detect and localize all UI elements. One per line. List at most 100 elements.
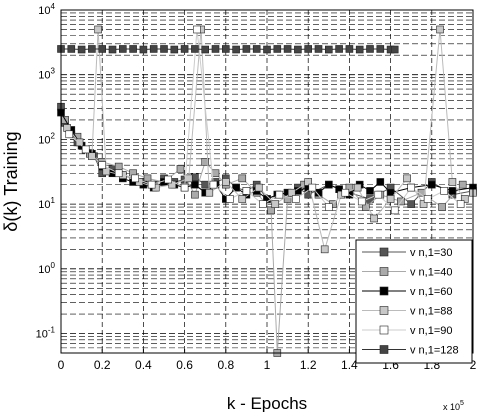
x-tick-label: 0.8 (217, 358, 234, 372)
data-point (440, 187, 448, 195)
data-point (287, 188, 296, 197)
legend-label: v n,1=90 (410, 325, 453, 337)
series-5 (65, 25, 465, 215)
data-point (254, 183, 263, 192)
data-point (427, 180, 436, 189)
data-point (304, 178, 313, 186)
data-point (448, 187, 457, 195)
data-point (275, 190, 284, 199)
data-point (98, 45, 106, 53)
data-point (390, 206, 399, 215)
data-point (341, 188, 350, 197)
x-tick-label: 1 (264, 358, 271, 372)
data-point (170, 45, 179, 54)
data-point (211, 45, 220, 53)
data-point (201, 45, 209, 54)
data-point (448, 178, 457, 186)
y-tick-label: 100 (38, 261, 55, 276)
data-point (324, 203, 333, 211)
x-tick-label: 0.4 (135, 358, 152, 372)
data-point (65, 130, 74, 139)
legend-item: v n,1=128 (362, 345, 459, 357)
data-point (139, 45, 148, 54)
data-point (366, 187, 374, 195)
data-point (357, 197, 366, 206)
y-tick-label: 102 (38, 131, 55, 146)
data-point (386, 195, 395, 203)
x-tick-label: 1.2 (300, 358, 317, 372)
x-tick-label: 0.6 (176, 358, 193, 372)
y-tick-label: 10-1 (36, 326, 56, 341)
data-point (390, 45, 399, 54)
legend-marker (379, 306, 389, 315)
legend-marker (379, 325, 389, 335)
data-point (460, 195, 469, 203)
data-point (81, 145, 90, 154)
data-point (184, 174, 193, 183)
data-point (232, 183, 240, 192)
legend-marker (379, 345, 389, 354)
x-tick-label: 1.4 (341, 358, 358, 372)
legend-label: v n,1=128 (410, 345, 459, 357)
data-point (314, 188, 323, 197)
y-axis-label: δ(k) Training (1, 131, 21, 231)
data-point (201, 158, 209, 166)
data-point (283, 45, 292, 53)
data-point (376, 178, 385, 186)
data-point (147, 180, 156, 189)
legend-item: v n,1=40 (362, 267, 453, 279)
data-point (143, 174, 152, 183)
data-point (77, 45, 86, 54)
data-point (423, 195, 432, 203)
data-point (211, 169, 220, 178)
data-point (232, 45, 240, 54)
data-point (436, 25, 444, 34)
legend-marker (379, 247, 389, 257)
data-point (242, 187, 251, 195)
data-point (180, 45, 189, 53)
data-point (114, 162, 123, 171)
data-point (102, 167, 111, 176)
data-point (407, 183, 416, 192)
data-point (160, 45, 168, 53)
legend-label: v n,1=40 (410, 267, 453, 279)
data-point (191, 190, 199, 199)
series-6 (57, 45, 399, 54)
data-point (324, 180, 333, 189)
data-point (222, 45, 230, 53)
data-point (67, 45, 76, 53)
data-point (209, 180, 218, 189)
data-point (271, 200, 280, 208)
legend-item: v n,1=60 (362, 286, 453, 298)
data-point (259, 200, 267, 208)
x-tick-label: 0.2 (94, 358, 111, 372)
data-point (374, 190, 383, 199)
data-point (252, 45, 261, 53)
data-point (403, 174, 411, 183)
series-line (61, 48, 395, 51)
data-point (191, 45, 199, 53)
data-point (242, 45, 251, 53)
data-point (75, 138, 84, 147)
x-axis-label: k - Epochs (227, 394, 307, 412)
data-point (98, 161, 106, 169)
y-tick-label: 101 (38, 196, 55, 211)
data-point (88, 45, 96, 53)
data-point (164, 175, 172, 184)
data-point (324, 45, 333, 54)
data-point (193, 25, 201, 34)
data-point (308, 183, 317, 192)
data-point (108, 45, 117, 54)
legend-label: v n,1=88 (410, 306, 453, 318)
data-point (114, 169, 123, 178)
data-point (201, 180, 209, 189)
data-point (419, 200, 428, 208)
x-axis-multiplier: x 105 (443, 400, 464, 412)
data-point (438, 203, 446, 211)
data-point (176, 165, 185, 173)
data-point (353, 183, 362, 192)
series-layer (57, 25, 477, 357)
y-axis-ticks: 10-1 100 101 102 103 104 (36, 2, 56, 341)
data-point (366, 45, 374, 53)
